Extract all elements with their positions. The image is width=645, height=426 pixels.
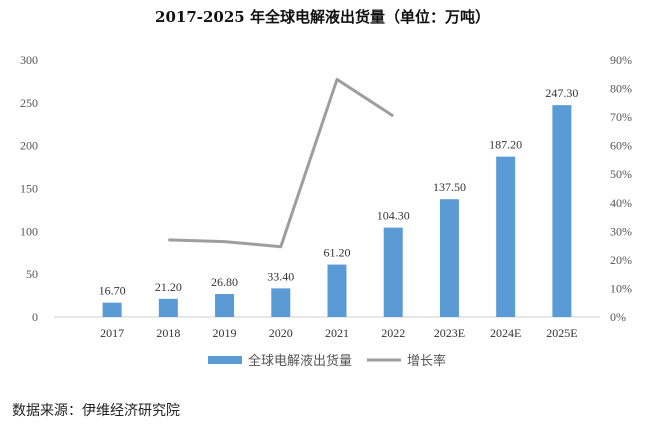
bar	[439, 199, 459, 317]
right-y-tick-label: 10%	[610, 281, 632, 295]
right-y-tick-label: 40%	[610, 196, 632, 210]
right-y-tick-label: 30%	[610, 224, 632, 238]
left-y-tick-label: 100	[20, 224, 38, 238]
x-tick-label: 2023E	[434, 326, 465, 340]
x-tick-label: 2020	[269, 326, 293, 340]
x-axis-ticks: 2017 2018 2019 2020 2021 2022 2023E 2024E 2025E	[100, 326, 577, 340]
bar-data-label: 21.20	[155, 280, 182, 294]
bar-data-label: 61.20	[324, 246, 351, 260]
bar-data-label: 104.30	[377, 209, 410, 223]
bar-data-label: 137.50	[433, 180, 466, 194]
right-y-tick-label: 80%	[610, 82, 632, 96]
right-y-tick-label: 0%	[610, 310, 626, 324]
right-y-axis: 0% 10% 20% 30% 40% 50% 60% 70% 80% 90%	[610, 53, 632, 324]
left-y-axis: 0 50 100 150 200 250 300	[20, 53, 38, 324]
left-y-tick-label: 150	[20, 182, 38, 196]
growth-rate-polyline	[168, 77, 395, 249]
bar	[552, 105, 572, 317]
legend-bar-swatch	[208, 356, 242, 364]
bar-data-label: 26.80	[211, 275, 238, 289]
left-y-tick-label: 0	[32, 310, 38, 324]
x-tick-label: 2025E	[546, 326, 577, 340]
bar-data-label: 187.20	[489, 138, 522, 152]
left-y-tick-label: 200	[20, 139, 38, 153]
bar	[327, 264, 347, 317]
right-y-tick-label: 20%	[610, 253, 632, 267]
bar-series	[102, 105, 572, 317]
x-tick-label: 2017	[100, 326, 124, 340]
left-y-tick-label: 300	[20, 53, 38, 67]
bar	[158, 298, 178, 317]
bar	[215, 294, 235, 317]
bar-data-label: 247.30	[545, 86, 578, 100]
bar	[496, 156, 516, 317]
chart-title: 2017-2025 年全球电解液出货量（单位：万吨）	[155, 8, 490, 26]
legend-bar-label: 全球电解液出货量	[248, 353, 352, 369]
bar	[271, 288, 291, 317]
bar-data-label: 33.40	[267, 269, 294, 283]
bar	[102, 302, 122, 317]
left-y-tick-label: 250	[20, 96, 38, 110]
legend: 全球电解液出货量 增长率	[208, 353, 446, 369]
growth-rate-line	[168, 77, 395, 249]
data-source-note: 数据来源：伊维经济研究院	[12, 403, 180, 419]
right-y-tick-label: 70%	[610, 110, 632, 124]
x-tick-label: 2021	[325, 326, 349, 340]
left-y-tick-label: 50	[26, 267, 38, 281]
bar-data-label: 16.70	[99, 284, 126, 298]
legend-line-label: 增长率	[407, 353, 446, 369]
bar	[383, 227, 403, 317]
x-tick-label: 2018	[156, 326, 180, 340]
right-y-tick-label: 50%	[610, 167, 632, 181]
right-y-tick-label: 90%	[610, 53, 632, 67]
x-tick-label: 2024E	[490, 326, 521, 340]
bar-data-labels: 16.70 21.20 26.80 33.40 61.20 104.30 137.50 187…	[99, 86, 579, 298]
right-y-tick-label: 60%	[610, 139, 632, 153]
x-tick-label: 2019	[213, 326, 237, 340]
x-tick-label: 2022	[381, 326, 405, 340]
